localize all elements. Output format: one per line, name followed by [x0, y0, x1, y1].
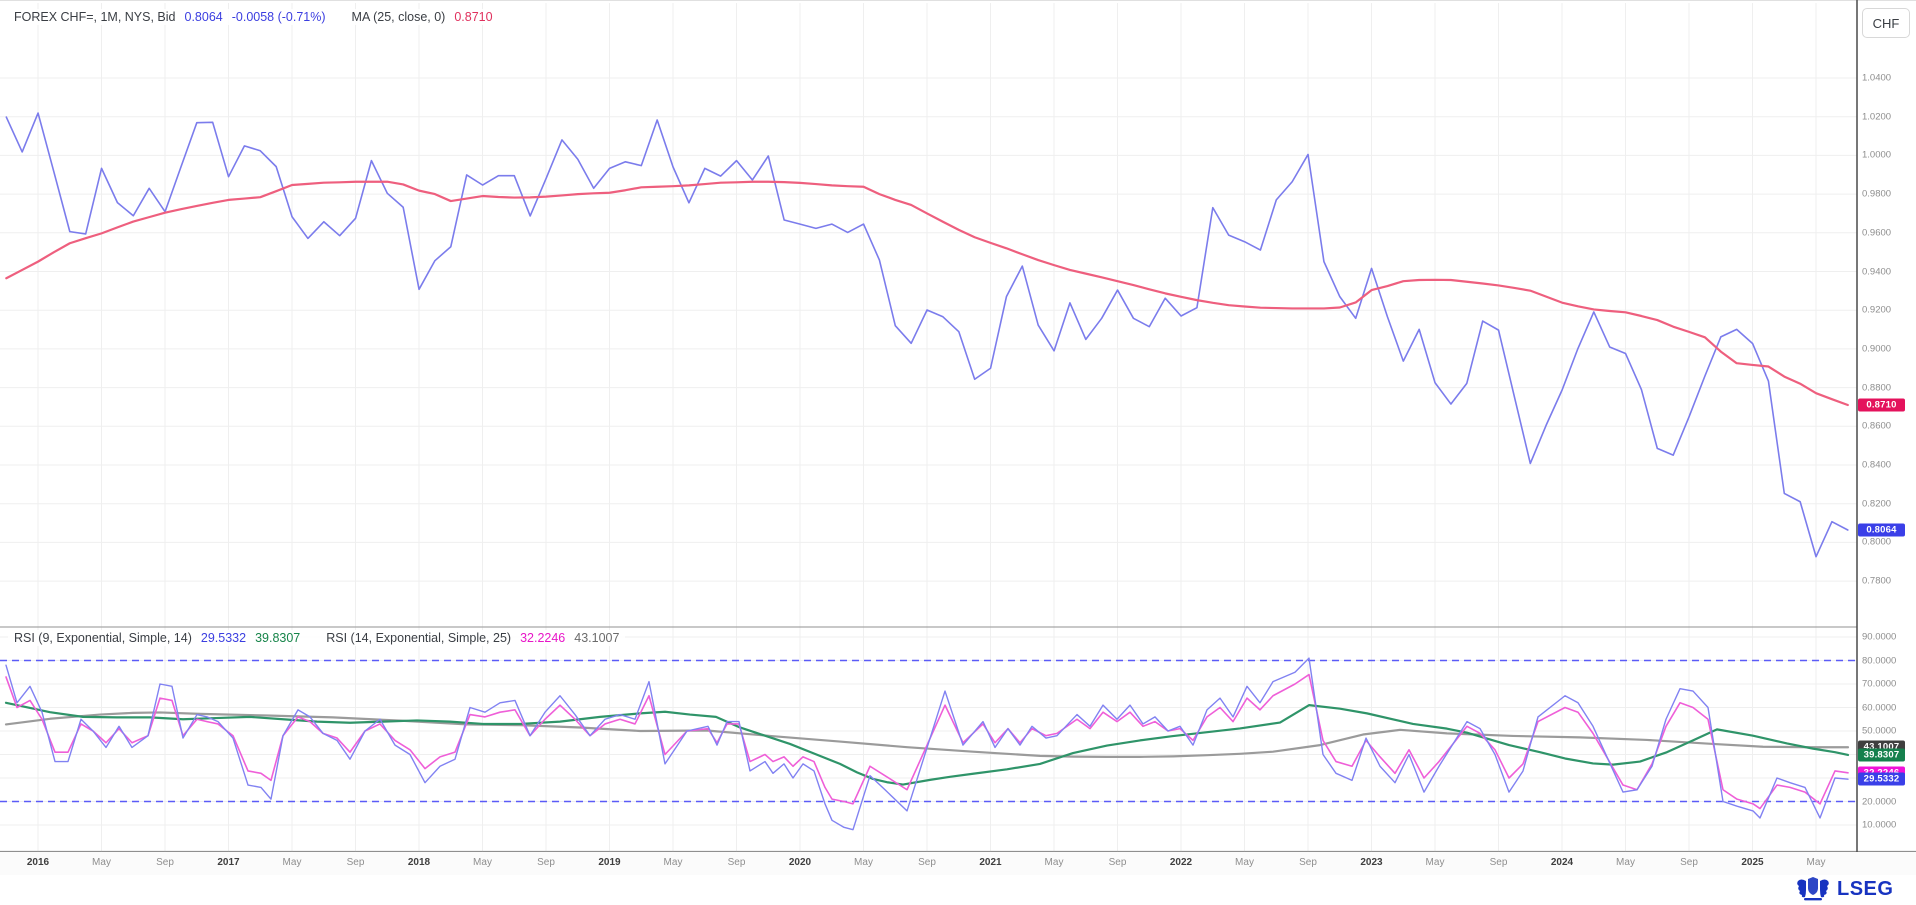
price-axis-label[interactable]: 0.9200 — [1862, 304, 1892, 316]
main-legend[interactable]: FOREX CHF=, 1M, NYS, Bid 0.8064 -0.0058 … — [8, 9, 499, 25]
rsi-axis-label[interactable]: 80.0000 — [1862, 655, 1897, 666]
lseg-crest-icon — [1797, 877, 1829, 901]
x-axis-label[interactable]: May — [1425, 857, 1445, 868]
price-axis-label[interactable]: 0.8800 — [1862, 382, 1892, 394]
price-axis-label[interactable]: 0.9400 — [1862, 266, 1892, 277]
x-axis-label[interactable]: May — [663, 857, 683, 868]
currency-tab[interactable]: CHF — [1862, 8, 1910, 38]
lseg-logo-text: LSEG — [1837, 877, 1894, 900]
price-marker-badge: 0.8064 — [1858, 523, 1905, 537]
x-axis-label[interactable]: May — [92, 857, 111, 868]
price-axis-label[interactable]: 1.0000 — [1862, 149, 1892, 161]
x-axis-label[interactable]: 2020 — [788, 857, 812, 868]
x-axis-label[interactable]: Sep — [346, 857, 365, 868]
last-price-value: 0.8064 — [184, 10, 223, 24]
x-axis-label[interactable]: 2017 — [217, 857, 240, 868]
rsi-axis-label[interactable]: 90.0000 — [1862, 631, 1897, 643]
x-axis-label[interactable]: Sep — [1489, 857, 1508, 868]
x-axis-label[interactable]: 2024 — [1550, 857, 1574, 868]
rsi2-value: 32.2246 — [520, 631, 566, 645]
x-axis-label[interactable]: May — [282, 857, 302, 868]
lseg-logo[interactable]: LSEG — [1795, 876, 1893, 902]
price-axis-label[interactable]: 0.9800 — [1862, 188, 1892, 200]
rsi-axis-label[interactable]: 50.0000 — [1862, 725, 1897, 737]
x-axis-label[interactable]: 2023 — [1360, 857, 1383, 868]
ma-value: 0.8710 — [454, 10, 493, 24]
price-axis-label[interactable]: 1.0200 — [1862, 111, 1892, 123]
x-axis-label[interactable]: May — [1044, 857, 1064, 868]
rsi2-label: RSI (14, Exponential, Simple, 25) — [326, 631, 512, 645]
price-axis-label[interactable]: 0.7800 — [1862, 575, 1892, 587]
x-axis-label[interactable]: 2019 — [598, 857, 621, 868]
x-axis-label[interactable]: May — [1616, 857, 1635, 868]
instrument-label: FOREX CHF=, 1M, NYS, Bid — [14, 10, 176, 24]
x-axis-label[interactable]: 2018 — [407, 857, 431, 868]
x-axis-label[interactable]: Sep — [1299, 857, 1317, 868]
x-axis-label[interactable]: 2021 — [979, 857, 1002, 868]
x-axis-label[interactable]: Sep — [156, 857, 174, 868]
x-axis-strip[interactable] — [0, 852, 1916, 875]
x-axis-label[interactable]: May — [1806, 857, 1826, 868]
rsi2-signal-value: 43.1007 — [574, 631, 620, 645]
x-axis-label[interactable]: May — [473, 857, 492, 868]
rsi-axis-label[interactable]: 20.0000 — [1862, 796, 1897, 807]
rsi1-value: 29.5332 — [200, 631, 247, 645]
price-axis-label[interactable]: 0.8400 — [1862, 459, 1892, 471]
x-axis-label[interactable]: 2022 — [1169, 857, 1193, 868]
price-axis-label[interactable]: 0.8200 — [1862, 498, 1892, 510]
price-axis-label[interactable]: 0.9600 — [1862, 227, 1892, 239]
rsi-axis-label[interactable]: 10.0000 — [1862, 819, 1897, 831]
price-marker-badge: 0.8710 — [1858, 398, 1905, 412]
price-axis-label[interactable]: 1.0400 — [1862, 72, 1892, 84]
x-axis-label[interactable]: 2016 — [26, 857, 50, 868]
price-axis-label[interactable]: 0.9000 — [1862, 343, 1892, 355]
x-axis-label[interactable]: Sep — [537, 857, 555, 868]
x-axis-label[interactable]: May — [1235, 857, 1254, 868]
x-axis-label[interactable]: Sep — [1680, 857, 1698, 868]
x-axis-label[interactable]: Sep — [918, 857, 936, 868]
x-axis-label[interactable]: May — [854, 857, 873, 868]
rsi-marker-badge: 39.8307 — [1858, 748, 1905, 762]
ma-label: MA (25, close, 0) — [351, 10, 446, 24]
rsi1-signal-value: 39.8307 — [255, 631, 301, 645]
x-axis-label[interactable]: Sep — [1108, 857, 1127, 868]
x-axis-label[interactable]: Sep — [727, 857, 746, 868]
rsi-axis-label[interactable]: 70.0000 — [1862, 678, 1897, 690]
price-axis-label[interactable]: 0.8600 — [1862, 420, 1892, 432]
rsi-axis-label[interactable]: 60.0000 — [1862, 702, 1897, 713]
x-axis-label[interactable]: 2025 — [1741, 857, 1764, 868]
price-change-value: -0.0058 (-0.71%) — [231, 10, 326, 24]
rsi-legend[interactable]: RSI (9, Exponential, Simple, 14) 29.5332… — [8, 630, 626, 646]
rsi1-label: RSI (9, Exponential, Simple, 14) — [14, 631, 192, 645]
rsi-marker-badge: 29.5332 — [1858, 772, 1905, 786]
price-axis-label[interactable]: 0.8000 — [1862, 536, 1892, 548]
